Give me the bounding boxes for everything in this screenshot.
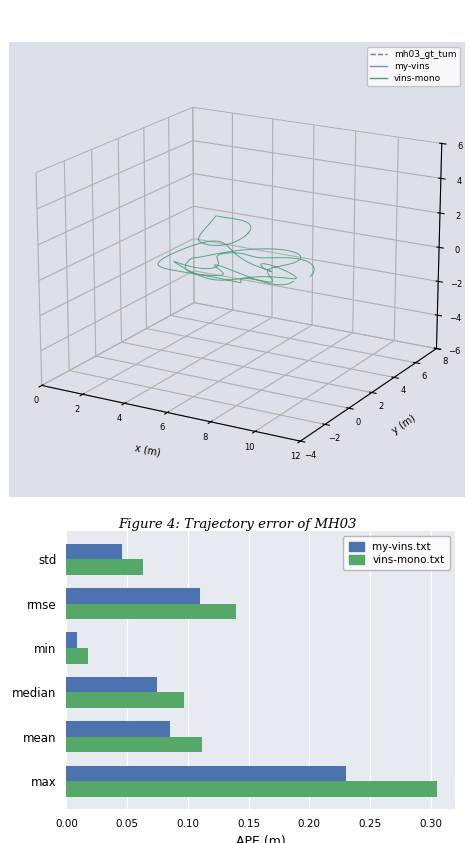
Text: Figure 4: Trajectory error of MH03: Figure 4: Trajectory error of MH03 <box>118 518 356 531</box>
Bar <box>66 559 143 575</box>
Bar <box>66 632 77 648</box>
Legend: mh03_gt_tum, my-vins, vins-mono: mh03_gt_tum, my-vins, vins-mono <box>367 46 460 86</box>
Legend: my-vins.txt, vins-mono.txt: my-vins.txt, vins-mono.txt <box>343 536 450 571</box>
Y-axis label: y (m): y (m) <box>391 413 418 437</box>
Bar <box>66 544 122 559</box>
Bar <box>66 604 237 619</box>
Bar <box>66 722 170 737</box>
Bar <box>66 737 202 752</box>
Bar <box>66 677 157 692</box>
Bar <box>66 781 437 797</box>
Bar <box>66 765 346 781</box>
X-axis label: APE (m): APE (m) <box>236 835 285 843</box>
Bar <box>66 588 200 604</box>
Bar <box>66 692 184 708</box>
Bar <box>66 648 88 663</box>
X-axis label: x (m): x (m) <box>134 443 162 459</box>
